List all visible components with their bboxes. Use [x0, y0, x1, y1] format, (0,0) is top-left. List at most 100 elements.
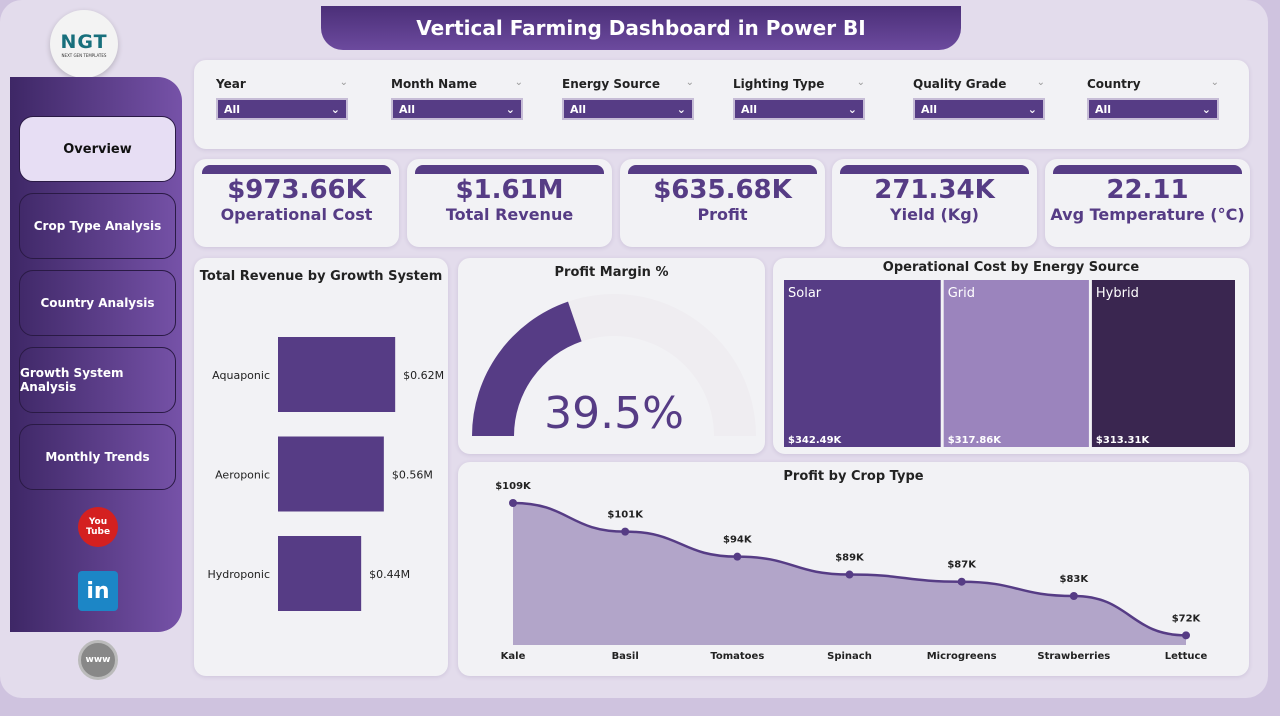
profit-margin-gauge: Profit Margin % 39.5% [458, 258, 765, 454]
chevron-down-icon: ⌄ [1201, 102, 1211, 116]
filter-country[interactable]: Country ⌄ All ⌄ [1087, 77, 1219, 120]
filter-label: Quality Grade ⌄ [913, 77, 1045, 91]
chevron-down-icon[interactable]: ⌄ [685, 77, 694, 88]
data-label: $94K [723, 535, 753, 546]
x-tick-label: Spinach [827, 651, 872, 662]
filter-year[interactable]: Year ⌄ All ⌄ [216, 77, 348, 120]
kpi-card: $973.66K Operational Cost [194, 159, 399, 247]
chevron-down-icon[interactable]: ⌄ [1036, 77, 1045, 88]
linkedin-icon[interactable]: in [78, 571, 118, 611]
data-point [1182, 631, 1190, 640]
gauge-fill [472, 301, 582, 436]
nav-overview[interactable]: Overview [19, 116, 176, 182]
operational-cost-treemap: Operational Cost by Energy Source Solar $… [773, 258, 1249, 454]
filter-label: Lighting Type ⌄ [733, 77, 865, 91]
x-tick-label: Tomatoes [710, 651, 764, 662]
profit-by-crop-type-chart: Profit by Crop Type $109K Kale $101K Basil $… [458, 462, 1249, 676]
nav-monthly-trends[interactable]: Monthly Trends [19, 424, 176, 490]
filter-month-name[interactable]: Month Name ⌄ All ⌄ [391, 77, 523, 120]
kpi-label: Yield (Kg) [890, 205, 979, 224]
chevron-down-icon[interactable]: ⌄ [856, 77, 865, 88]
area-fill [513, 503, 1186, 645]
chevron-down-icon: ⌄ [505, 102, 515, 116]
data-label: $72K [1172, 613, 1202, 624]
tile-value: $342.49K [788, 435, 843, 446]
data-label: $83K [1060, 574, 1090, 585]
category-label: Hydroponic [207, 568, 270, 581]
x-tick-label: Basil [612, 651, 639, 662]
tile-label: Grid [948, 286, 975, 301]
filter-dropdown[interactable]: All ⌄ [1087, 98, 1219, 120]
gauge-track [568, 294, 756, 436]
bar-aeroponic [278, 436, 384, 512]
data-point [509, 499, 517, 507]
nav-growth-system-analysis[interactable]: Growth System Analysis [19, 347, 176, 413]
kpi-card: $635.68K Profit [620, 159, 825, 247]
kpi-card: $1.61M Total Revenue [407, 159, 612, 247]
chevron-down-icon[interactable]: ⌄ [514, 77, 523, 88]
web-icon[interactable]: www [78, 640, 118, 680]
chart-title: Profit by Crop Type [783, 469, 924, 484]
kpi-label: Total Revenue [445, 205, 574, 224]
kpi-value: 22.11 [1106, 175, 1189, 205]
kpi-accent-bar [840, 165, 1029, 174]
filter-dropdown[interactable]: All ⌄ [216, 98, 348, 120]
data-label: $0.62M [403, 369, 444, 382]
data-point [845, 570, 854, 579]
filter-dropdown[interactable]: All ⌄ [562, 98, 694, 120]
data-label: $101K [607, 510, 644, 521]
kpi-value: $635.68K [653, 175, 792, 205]
x-tick-label: Kale [501, 651, 526, 662]
page-title: Vertical Farming Dashboard in Power BI [321, 6, 961, 50]
tile-value: $313.31K [1096, 435, 1151, 446]
x-tick-label: Strawberries [1037, 651, 1110, 662]
data-point [1069, 591, 1078, 600]
ngt-logo: NGT NEXT GEN TEMPLATES [50, 10, 118, 78]
category-label: Aeroponic [215, 469, 270, 482]
kpi-label: Profit [697, 205, 748, 224]
chevron-down-icon[interactable]: ⌄ [1210, 77, 1219, 88]
kpi-value: 271.34K [874, 175, 995, 205]
data-label: $87K [947, 560, 977, 571]
revenue-by-growth-system-chart: Total Revenue by Growth System Aquaponic… [194, 258, 448, 676]
data-label: $0.56M [392, 469, 433, 482]
filter-energy-source[interactable]: Energy Source ⌄ All ⌄ [562, 77, 694, 120]
chevron-down-icon: ⌄ [847, 102, 857, 116]
kpi-accent-bar [415, 165, 604, 174]
tile-solar [784, 280, 941, 447]
data-label: $0.44M [369, 568, 410, 581]
chevron-down-icon: ⌄ [1027, 102, 1037, 116]
x-tick-label: Microgreens [927, 651, 997, 662]
kpi-accent-bar [202, 165, 391, 174]
tile-value: $317.86K [948, 435, 1003, 446]
tile-label: Solar [788, 286, 822, 301]
kpi-accent-bar [1053, 165, 1242, 174]
chevron-down-icon[interactable]: ⌄ [339, 77, 348, 88]
chart-title: Profit Margin % [554, 265, 669, 280]
kpi-value: $973.66K [227, 175, 366, 205]
x-tick-label: Lettuce [1165, 651, 1208, 662]
chevron-down-icon: ⌄ [330, 102, 340, 116]
filter-dropdown[interactable]: All ⌄ [733, 98, 865, 120]
data-point [621, 527, 630, 536]
bar-aquaponic [278, 337, 396, 412]
filter-label: Year ⌄ [216, 77, 348, 91]
category-label: Aquaponic [212, 369, 270, 382]
filter-label: Country ⌄ [1087, 77, 1219, 91]
youtube-icon[interactable]: You Tube [78, 507, 118, 547]
chevron-down-icon: ⌄ [676, 102, 686, 116]
data-label: $89K [835, 553, 865, 564]
nav-crop-type-analysis[interactable]: Crop Type Analysis [19, 193, 176, 259]
data-point [957, 577, 966, 586]
tile-label: Hybrid [1096, 286, 1139, 301]
kpi-card: 271.34K Yield (Kg) [832, 159, 1037, 247]
filter-lighting-type[interactable]: Lighting Type ⌄ All ⌄ [733, 77, 865, 120]
bar-hydroponic [278, 536, 362, 611]
kpi-label: Operational Cost [220, 205, 373, 224]
nav-country-analysis[interactable]: Country Analysis [19, 270, 176, 336]
filter-quality-grade[interactable]: Quality Grade ⌄ All ⌄ [913, 77, 1045, 120]
tile-grid [943, 280, 1089, 447]
filter-dropdown[interactable]: All ⌄ [913, 98, 1045, 120]
filter-dropdown[interactable]: All ⌄ [391, 98, 523, 120]
gauge-value: 39.5% [544, 388, 684, 439]
